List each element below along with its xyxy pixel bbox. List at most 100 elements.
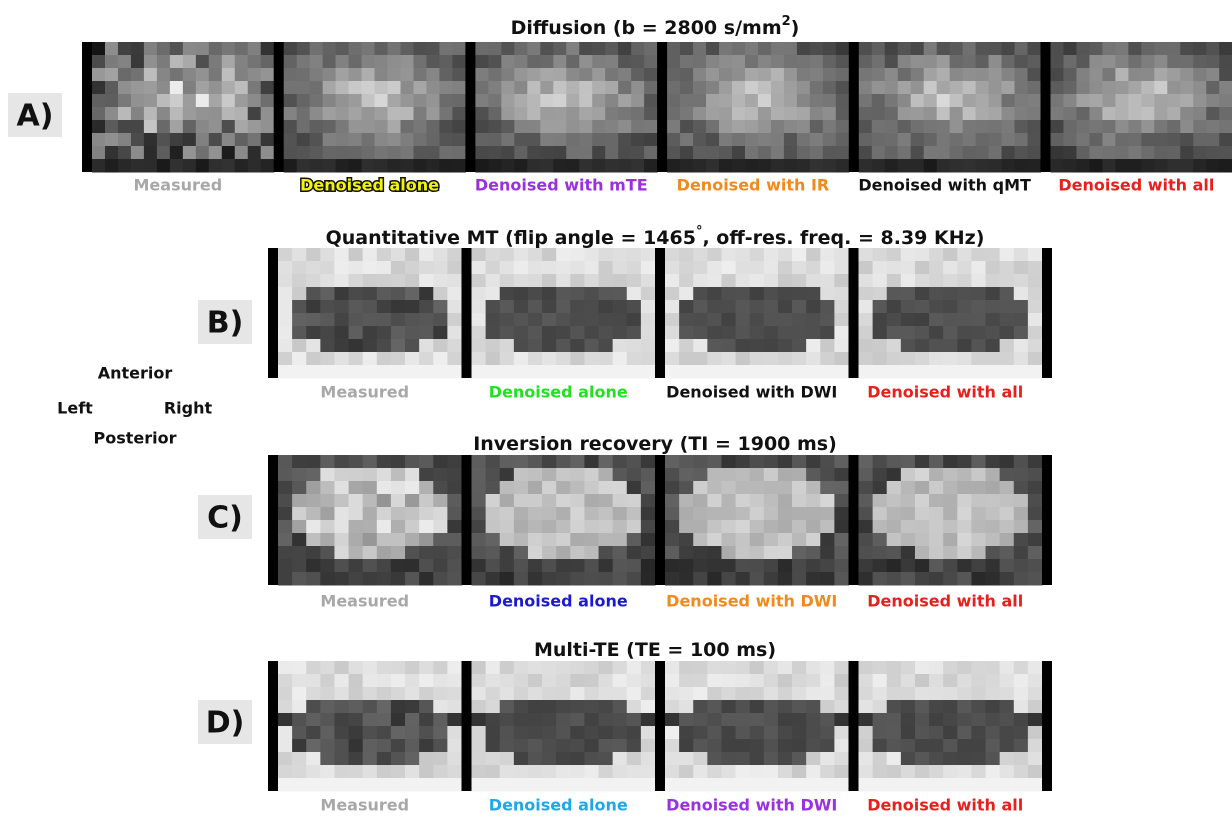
image-pixel [758, 107, 771, 121]
image-pixel [644, 55, 657, 69]
image-pixel [209, 81, 222, 95]
image-pixel [570, 700, 585, 714]
image-pixel [1002, 120, 1015, 134]
image-pixel [433, 507, 448, 521]
image-pixel [707, 313, 722, 327]
image-pixel [306, 559, 321, 573]
image-pixel [707, 481, 722, 495]
image-pixel [1154, 120, 1167, 134]
image-pixel [433, 546, 448, 560]
image-pixel [937, 146, 950, 160]
image-pixel [719, 107, 732, 121]
image-pixel [105, 42, 118, 56]
image-pixel [667, 94, 680, 108]
image-pixel [599, 481, 614, 495]
image-pixel [915, 752, 930, 766]
image-pixel [419, 572, 434, 586]
image-pixel [292, 739, 307, 753]
image-pixel [1076, 107, 1089, 121]
image-pixel [1014, 300, 1029, 314]
image-pixel [859, 687, 874, 701]
image-pixel [1000, 365, 1015, 379]
image-pixel [806, 339, 821, 353]
image-pixel [736, 726, 751, 740]
image-pixel [929, 661, 944, 675]
image-pixel [1028, 533, 1043, 547]
image-pixel [641, 339, 656, 353]
image-pixel [641, 313, 656, 327]
image-pixel [542, 674, 557, 688]
image-pixel [820, 248, 835, 262]
image-pixel [377, 481, 392, 495]
image-pixel [486, 455, 501, 469]
image-pixel [570, 494, 585, 508]
image-pixel [986, 313, 1001, 327]
image-pixel [887, 765, 902, 779]
image-pixel [334, 674, 349, 688]
image-pixel [693, 752, 708, 766]
image-caption: Denoised with DWI [666, 383, 837, 402]
image-pixel [278, 533, 293, 547]
image-pixel [915, 300, 930, 314]
image-pixel [222, 159, 235, 173]
image-pixel [413, 81, 426, 95]
image-pixel [736, 300, 751, 314]
image-pixel [426, 146, 439, 160]
image-pixel [388, 55, 401, 69]
image-pixel [391, 739, 406, 753]
image-pixel [627, 572, 642, 586]
image-pixel [1051, 133, 1064, 147]
image-pixel [419, 261, 434, 275]
image-pixel [391, 300, 406, 314]
image-pixel [349, 248, 364, 262]
image-pixel [447, 546, 462, 560]
image-pixel [778, 261, 793, 275]
image-pixel [363, 687, 378, 701]
image-pixel [1014, 326, 1029, 340]
image-pixel [183, 81, 196, 95]
image-pixel [363, 261, 378, 275]
image-caption: Denoised with IR [677, 176, 830, 195]
image-pixel [957, 674, 972, 688]
image-pixel [292, 494, 307, 508]
image-pixel [472, 300, 487, 314]
image-pixel [1051, 107, 1064, 121]
image-pixel [209, 68, 222, 82]
image-pixel [792, 248, 807, 262]
image-pixel [1167, 68, 1180, 82]
image-pixel [196, 94, 209, 108]
image-pixel [887, 313, 902, 327]
image-pixel [1180, 68, 1193, 82]
image-pixel [736, 713, 751, 727]
image-pixel [627, 713, 642, 727]
image-pixel [306, 572, 321, 586]
image-pixel [553, 42, 566, 56]
image-pixel [943, 352, 958, 366]
image-pixel [792, 520, 807, 534]
image-pixel [806, 520, 821, 534]
image-pixel [872, 81, 885, 95]
image-pixel [514, 546, 529, 560]
image-pixel [584, 713, 599, 727]
image-pixel [887, 261, 902, 275]
image-pixel [797, 120, 810, 134]
image-pixel [792, 313, 807, 327]
image-pixel [745, 146, 758, 160]
image-pixel [584, 261, 599, 275]
image-pixel [823, 81, 836, 95]
image-pixel [599, 365, 614, 379]
image-pixel [514, 120, 527, 134]
image-pixel [570, 352, 585, 366]
image-pixel [278, 481, 293, 495]
image-pixel [797, 133, 810, 147]
image-pixel [859, 300, 874, 314]
image-pixel [413, 94, 426, 108]
image-pixel [693, 572, 708, 586]
image-pixel [644, 68, 657, 82]
image-pixel [915, 261, 930, 275]
image-pixel [1028, 765, 1043, 779]
image-pixel [971, 274, 986, 288]
image-pixel [943, 339, 958, 353]
image-pixel [618, 42, 631, 56]
image-pixel [334, 287, 349, 301]
